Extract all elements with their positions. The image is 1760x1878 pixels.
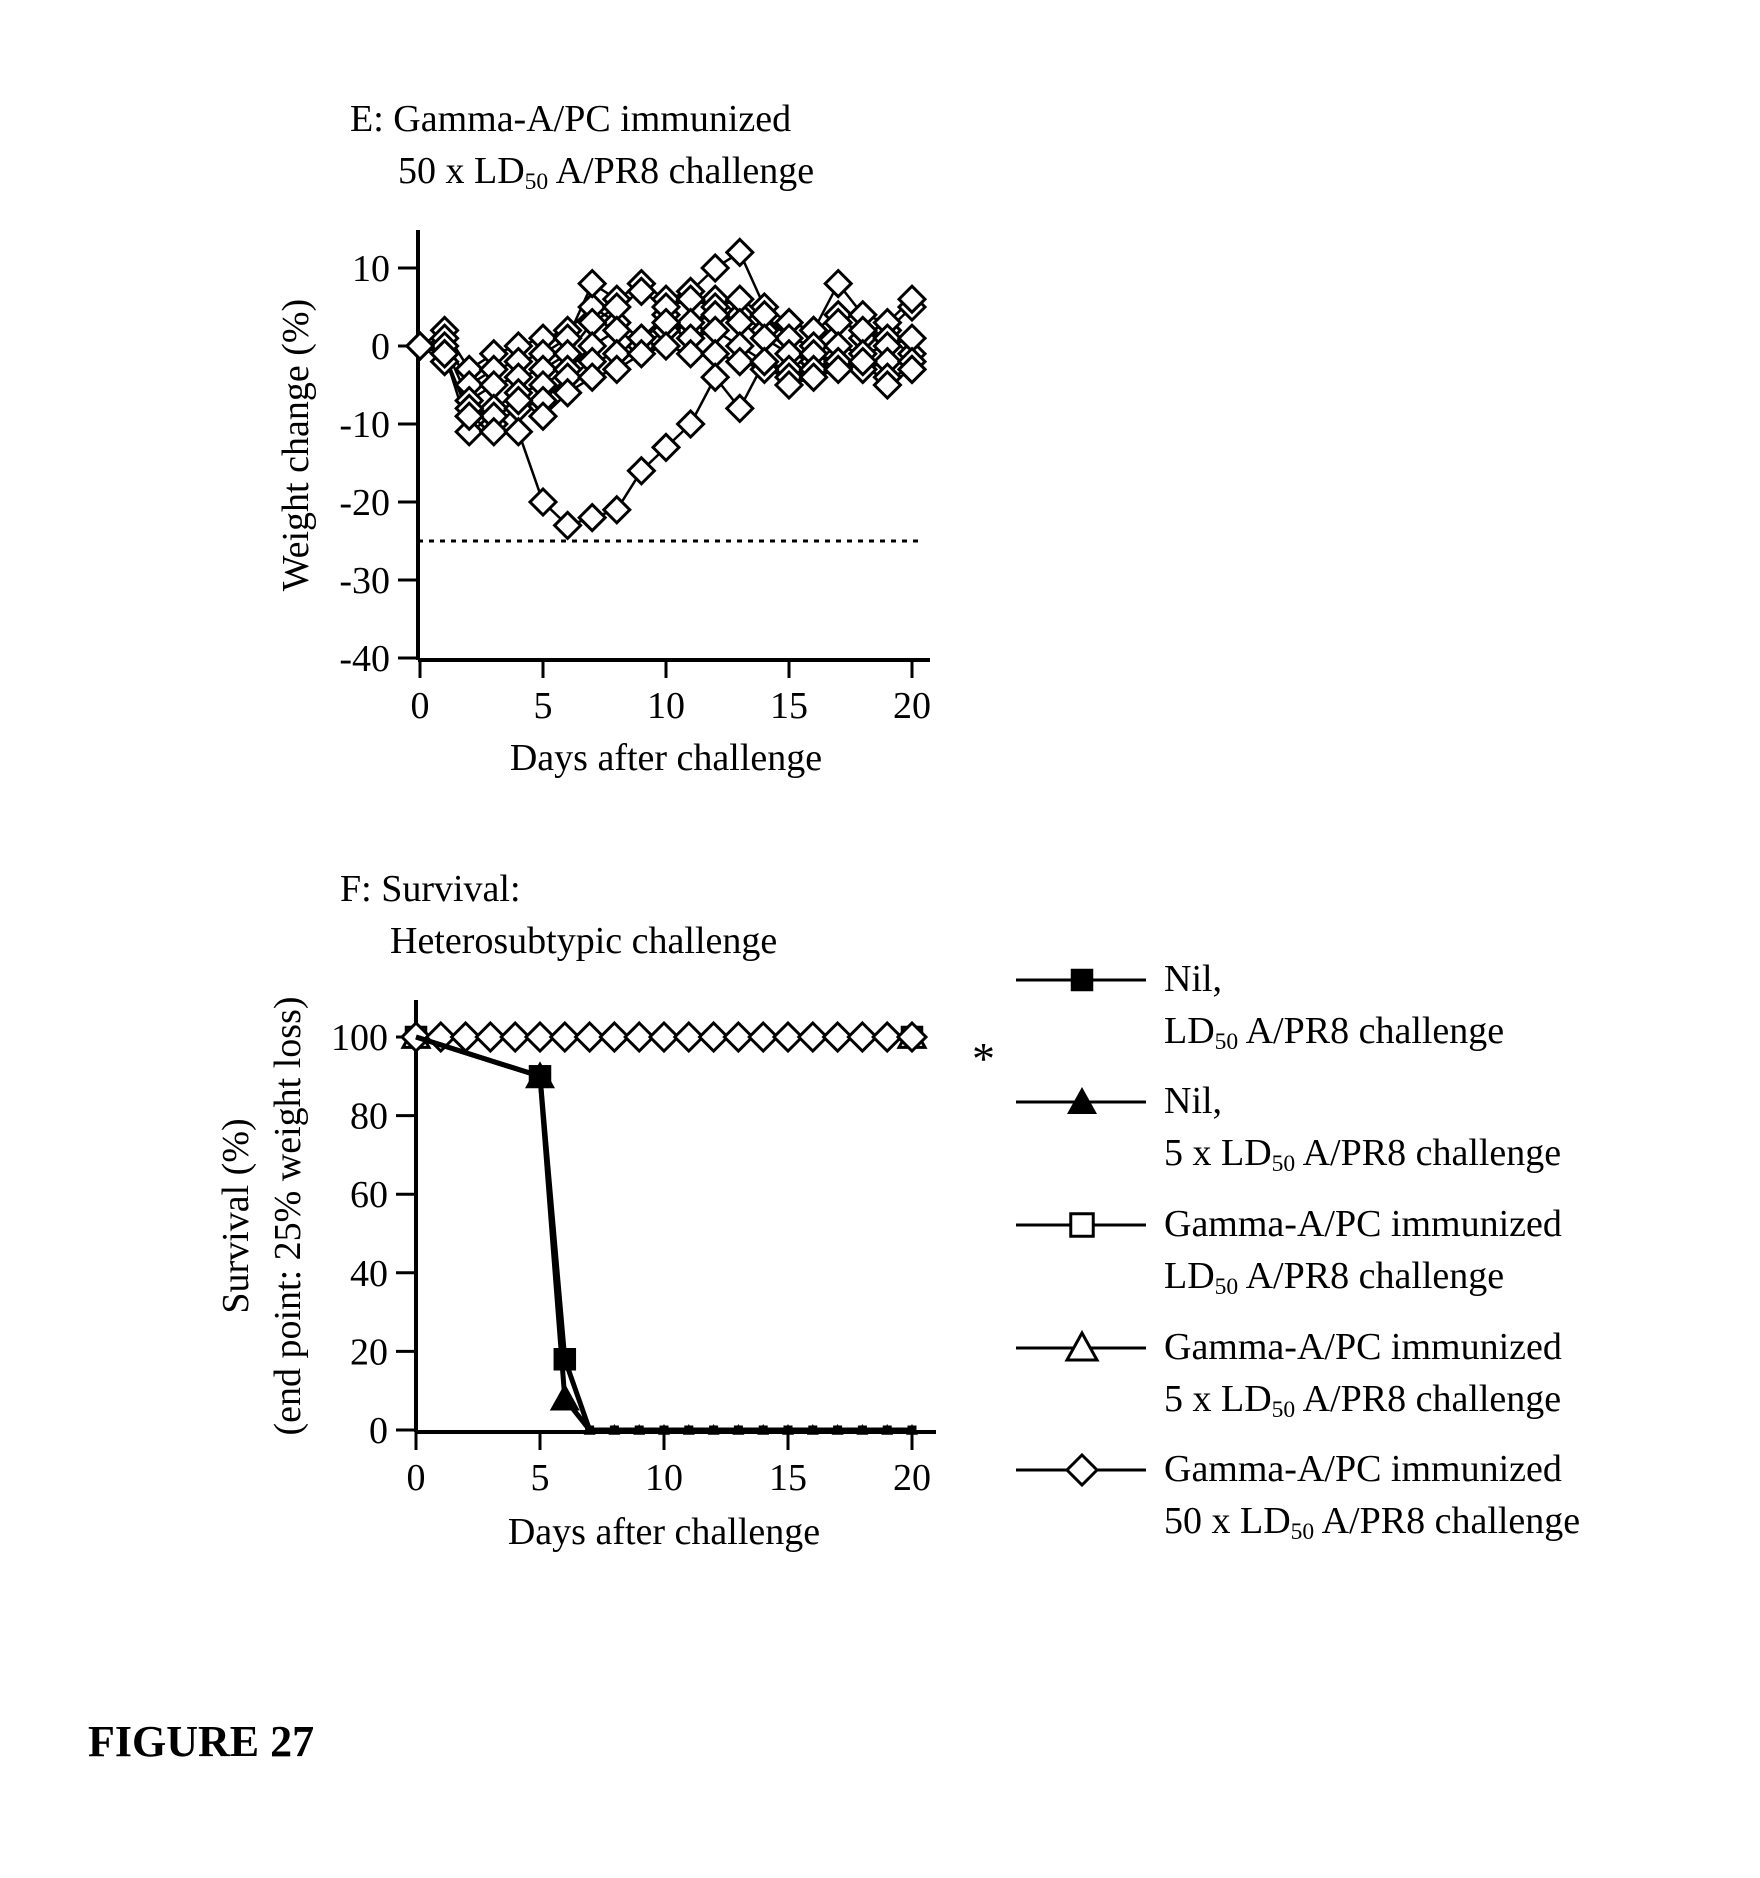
chart-e-y-tick-label: 10 — [352, 248, 390, 290]
chart-e-data-point — [727, 395, 753, 421]
legend-marker-filled-square — [1071, 969, 1094, 992]
chart-f-survival: 100 80 60 40 20 00 5 10 15 20 Days after challenge… — [215, 996, 936, 1553]
legend-item-line1: Gamma-A/PC immunized — [1164, 1328, 1562, 1366]
chart-e-y-tick-label: -30 — [339, 560, 390, 602]
legend-item-line1: Nil, — [1164, 960, 1222, 998]
chart-f-x-tick-label: 15 — [769, 1457, 807, 1499]
legend-item-line2: LD50 A/PR8 challenge — [1164, 1257, 1504, 1299]
chart-f-y-tick-label: 100 — [331, 1017, 388, 1059]
chart-e-data-point — [505, 419, 531, 445]
figure-label: FIGURE 27 — [88, 1720, 314, 1764]
chart-e-data-point — [702, 364, 728, 390]
chart-e-y-tick-label: -10 — [339, 404, 390, 446]
legend-item-line2: 5 x LD50 A/PR8 challenge — [1164, 1134, 1561, 1176]
chart-f-x-tick-label: 10 — [645, 1457, 683, 1499]
chart-e-x-tick-label: 15 — [770, 685, 808, 727]
legend-marker-open-square — [1071, 1214, 1094, 1237]
chart-e-x-tick-label: 5 — [534, 685, 553, 727]
chart-e-data-point — [407, 333, 433, 359]
chart-e-x-tick-label: 0 — [411, 685, 430, 727]
chart-e-x-tick-label: 10 — [647, 685, 685, 727]
chart-f-y-axis-label-2: (end point: 25% weight loss) — [267, 996, 309, 1435]
chart-f-y-tick-label: 60 — [350, 1174, 388, 1216]
chart-e-data-point — [604, 497, 630, 523]
chart-f-y-axis-label: Survival (%) — [215, 1118, 257, 1313]
significance-asterisk: * — [972, 1036, 995, 1082]
legend-item-line1: Gamma-A/PC immunized — [1164, 1450, 1562, 1488]
chart-e-weight-change: 10 0 -10 -20 -30 -40 0 5 10 15 20 Days after challe… — [275, 230, 931, 779]
chart-e-x-tick-label: 20 — [893, 685, 931, 727]
chart-f-x-axis-label: Days after challenge — [508, 1511, 820, 1553]
chart-e-data-point — [678, 341, 704, 367]
legend-item-line1: Nil, — [1164, 1082, 1222, 1120]
legend-item-line2: 5 x LD50 A/PR8 challenge — [1164, 1380, 1561, 1422]
chart-f-y-tick-label: 0 — [369, 1410, 388, 1452]
chart-e-data-point — [604, 356, 630, 382]
legend-item-line2: LD50 A/PR8 challenge — [1164, 1012, 1504, 1054]
chart-e-y-tick-label: -40 — [339, 638, 390, 680]
chart-e-y-tick-label: -20 — [339, 482, 390, 524]
chart-e-y-axis-label: Weight change (%) — [275, 299, 317, 591]
legend-item-line2: 50 x LD50 A/PR8 challenge — [1164, 1502, 1580, 1544]
chart-e-y-tick-label: 0 — [371, 326, 390, 368]
legend-markers — [1016, 969, 1146, 1485]
legend-marker-open-diamond — [1067, 1455, 1097, 1485]
chart-f-series-line — [416, 1037, 912, 1430]
chart-f-y-tick-label: 40 — [350, 1253, 388, 1295]
chart-f-series-line — [416, 1037, 912, 1430]
chart-e-data-point — [579, 271, 605, 297]
chart-e-data-point — [579, 505, 605, 531]
legend-item-line1: Gamma-A/PC immunized — [1164, 1205, 1562, 1243]
chart-f-y-tick-label: 20 — [350, 1331, 388, 1373]
chart-e-data-point — [825, 271, 851, 297]
chart-e-x-axis-label: Days after challenge — [510, 737, 822, 779]
chart-f-x-tick-label: 20 — [893, 1457, 931, 1499]
chart-f-x-tick-label: 0 — [407, 1457, 426, 1499]
chart-e-data-point — [727, 239, 753, 265]
chart-f-x-tick-label: 5 — [531, 1457, 550, 1499]
chart-f-y-tick-label: 80 — [350, 1096, 388, 1138]
